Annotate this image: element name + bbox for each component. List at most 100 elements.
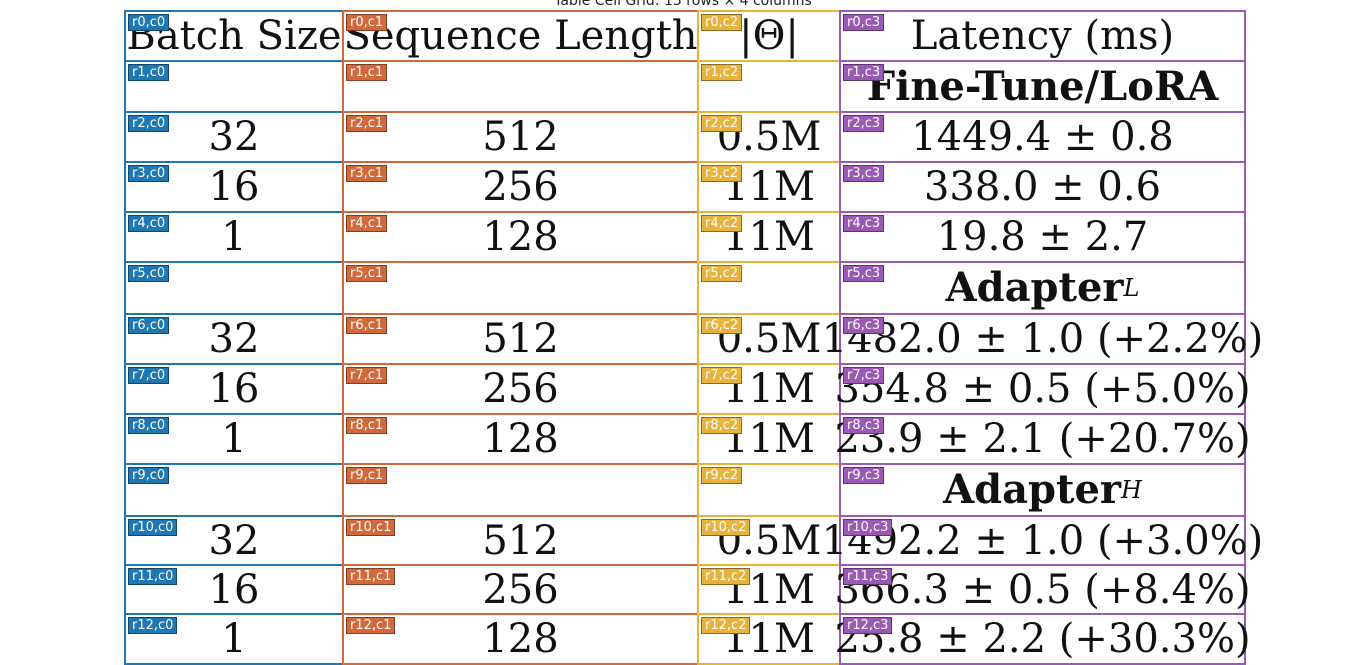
cell-tag: r7,c3 [843, 367, 885, 384]
table-cell: r12,c3 25.8 ± 2.2 (+30.3%) [834, 613, 1251, 665]
table-cell: r10,c2 0.5M [697, 515, 841, 566]
cell-tag: r7,c0 [128, 367, 170, 384]
cell-text: 338.0 ± 0.6 [923, 164, 1162, 210]
cell-text: 1482.0 ± 1.0 (+2.2%) [821, 316, 1264, 362]
cell-text: 512 [482, 316, 559, 362]
cell-text: 512 [482, 114, 559, 160]
table-cell: r3,c2 11M [697, 161, 841, 213]
cell-tag: r12,c1 [346, 617, 396, 634]
table-cell: r8,c1 128 [342, 413, 699, 465]
cell-tag: r3,c0 [128, 165, 170, 182]
table-cell: r8,c0 1 [124, 413, 344, 465]
table-cell: r5,c1 [342, 261, 699, 315]
cell-tag: r11,c3 [843, 568, 893, 585]
cell-tag: r10,c3 [843, 519, 893, 536]
table-cell: r6,c1 512 [342, 313, 699, 365]
cell-text: 1492.2 ± 1.0 (+3.0%) [821, 517, 1264, 564]
cell-tag: r9,c2 [701, 467, 743, 484]
cell-tag: r11,c2 [701, 568, 751, 585]
cell-text: 1 [221, 416, 247, 462]
cell-tag: r0,c2 [701, 14, 743, 31]
cell-tag: r8,c1 [346, 417, 388, 434]
cell-tag: r6,c2 [701, 317, 743, 334]
table-cell: r6,c0 32 [124, 313, 344, 365]
table-cell: r2,c1 512 [342, 111, 699, 163]
table-cell: r9,c0 [124, 463, 344, 517]
table-cell: r7,c0 16 [124, 363, 344, 415]
cell-tag: r5,c2 [701, 265, 743, 282]
cell-tag: r6,c0 [128, 317, 170, 334]
cell-tag: r0,c0 [128, 14, 170, 31]
cell-text: Fine-Tune/LoRA [866, 62, 1219, 110]
table-cell: r0,c3 Latency (ms) [839, 10, 1246, 62]
table-cell: r9,c2 [697, 463, 841, 517]
cell-tag: r6,c1 [346, 317, 388, 334]
cell-tag: r2,c1 [346, 115, 388, 132]
cell-text: Adapter L [945, 264, 1140, 311]
table-cell: r0,c2 |Θ| [697, 10, 841, 62]
cell-tag: r4,c3 [843, 215, 885, 232]
table-cell: r5,c2 [697, 261, 841, 315]
cell-tag: r8,c2 [701, 417, 743, 434]
cell-superscript: H [1120, 476, 1142, 504]
cell-tag: r10,c1 [346, 519, 396, 536]
table-cell: r9,c3 Adapter H [839, 463, 1246, 517]
cell-tag: r3,c3 [843, 165, 885, 182]
cell-text: 128 [482, 416, 559, 462]
table-cell: r9,c1 [342, 463, 699, 517]
cell-text: 366.3 ± 0.5 (+8.4%) [834, 566, 1251, 613]
table-cell: r4,c0 1 [124, 211, 344, 263]
cell-tag: r12,c3 [843, 617, 893, 634]
table-cell: r1,c3 Fine-Tune/LoRA [839, 60, 1246, 113]
cell-tag: r9,c1 [346, 467, 388, 484]
table-cell: r8,c3 23.9 ± 2.1 (+20.7%) [834, 413, 1251, 465]
cell-tag: r10,c2 [701, 519, 751, 536]
cell-tag: r11,c0 [128, 568, 178, 585]
cell-text: 32 [208, 114, 260, 160]
cell-tag: r3,c1 [346, 165, 388, 182]
cell-tag: r0,c3 [843, 14, 885, 31]
cell-tag: r9,c0 [128, 467, 170, 484]
table-cell: r5,c3 Adapter L [839, 261, 1246, 315]
table-cell: r6,c3 1482.0 ± 1.0 (+2.2%) [821, 313, 1264, 365]
cell-tag: r1,c2 [701, 64, 743, 81]
cell-text: 25.8 ± 2.2 (+30.3%) [834, 616, 1251, 662]
cell-tag: r5,c3 [843, 265, 885, 282]
cell-text: 16 [208, 566, 260, 613]
table-cell: r4,c3 19.8 ± 2.7 [839, 211, 1246, 263]
table-cell: r8,c2 11M [697, 413, 841, 465]
table-caption: Table Cell Grid: 13 rows × 4 columns [554, 0, 812, 9]
cell-tag: r5,c0 [128, 265, 170, 282]
table-cell: r12,c1 128 [342, 613, 699, 665]
table-cell: r3,c3 338.0 ± 0.6 [839, 161, 1246, 213]
cell-text: 128 [482, 214, 559, 260]
table-cell: r1,c2 [697, 60, 841, 113]
cell-text: Latency (ms) [910, 13, 1175, 59]
cell-tag: r2,c3 [843, 115, 885, 132]
cell-text: Sequence Length [343, 13, 698, 59]
cell-superscript: L [1123, 274, 1140, 302]
table-cell: r11,c2 11M [697, 564, 841, 615]
cell-tag: r7,c1 [346, 367, 388, 384]
table-cell: r12,c2 11M [697, 613, 841, 665]
cell-text: 1449.4 ± 0.8 [911, 114, 1174, 160]
cell-tag: r7,c2 [701, 367, 743, 384]
table-cell: r7,c2 11M [697, 363, 841, 415]
cell-text [344, 62, 697, 111]
table-cell: r4,c1 128 [342, 211, 699, 263]
cell-tag: r2,c0 [128, 115, 170, 132]
cell-tag: r8,c0 [128, 417, 170, 434]
cell-tag: r4,c2 [701, 215, 743, 232]
cell-tag: r3,c2 [701, 165, 743, 182]
cell-text: 16 [208, 366, 260, 412]
cell-text: 16 [208, 164, 260, 210]
table-cell: r3,c1 256 [342, 161, 699, 213]
table-cell: r2,c2 0.5M [697, 111, 841, 163]
table-cell: r11,c1 256 [342, 564, 699, 615]
cell-text: 32 [208, 517, 260, 564]
cell-tag: r6,c3 [843, 317, 885, 334]
cell-text: 354.8 ± 0.5 (+5.0%) [834, 366, 1251, 412]
table-cell: r11,c0 16 [124, 564, 344, 615]
cell-tag: r10,c0 [128, 519, 178, 536]
